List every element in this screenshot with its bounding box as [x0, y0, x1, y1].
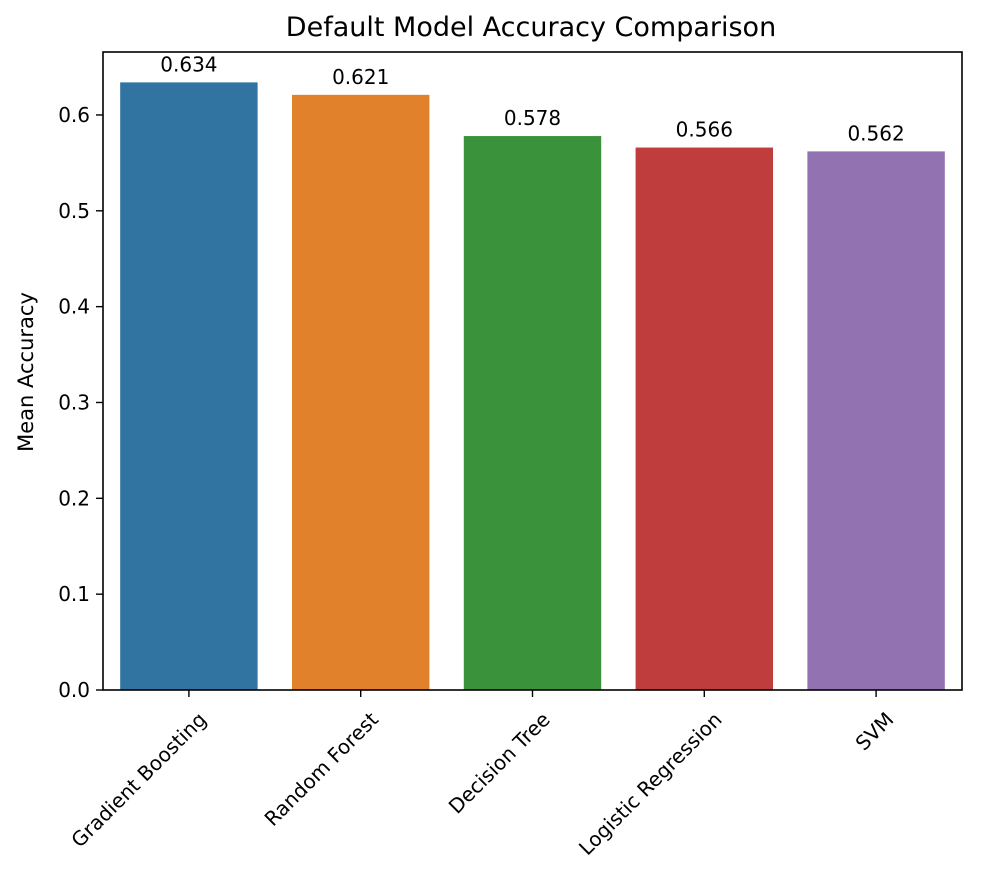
- x-tick-label-gradient-boosting: Gradient Boosting: [66, 707, 211, 852]
- bar-logistic-regression: [635, 147, 774, 690]
- data-labels-group: 0.634 0.621 0.578 0.566 0.562: [160, 52, 904, 145]
- y-tick-label: 0.5: [58, 199, 90, 223]
- chart-title: Default Model Accuracy Comparison: [286, 12, 776, 43]
- plot-frame: [102, 51, 963, 691]
- y-tick-label: 0.2: [58, 486, 90, 510]
- x-axis-ticks: Gradient Boosting Random Forest Decision T…: [66, 690, 898, 860]
- data-label-decision-tree: 0.578: [504, 106, 561, 130]
- y-axis-label: Mean Accuracy: [14, 292, 38, 452]
- bar-gradient-boosting: [120, 82, 258, 690]
- bar-random-forest: [291, 94, 430, 690]
- y-tick-label: 0.4: [58, 295, 90, 319]
- data-label-svm: 0.562: [847, 121, 904, 145]
- x-tick-label-svm: SVM: [851, 707, 899, 755]
- x-tick-label-logistic-regression: Logistic Regression: [574, 707, 727, 860]
- y-tick-label: 0.3: [58, 390, 90, 414]
- bars-group: [120, 82, 945, 690]
- data-label-logistic-regression: 0.566: [676, 118, 733, 142]
- x-tick-label-decision-tree: Decision Tree: [444, 707, 555, 818]
- data-label-gradient-boosting: 0.634: [160, 52, 217, 76]
- y-tick-label: 0.0: [58, 678, 90, 702]
- x-tick-label-random-forest: Random Forest: [260, 707, 384, 831]
- bar-decision-tree: [463, 136, 602, 690]
- y-tick-label: 0.6: [58, 103, 90, 127]
- y-tick-label: 0.1: [58, 582, 90, 606]
- y-axis-ticks: 0.0 0.1 0.2 0.3 0.4 0.5 0.6: [58, 103, 103, 702]
- bar-svm: [807, 151, 945, 690]
- data-label-random-forest: 0.621: [332, 65, 389, 89]
